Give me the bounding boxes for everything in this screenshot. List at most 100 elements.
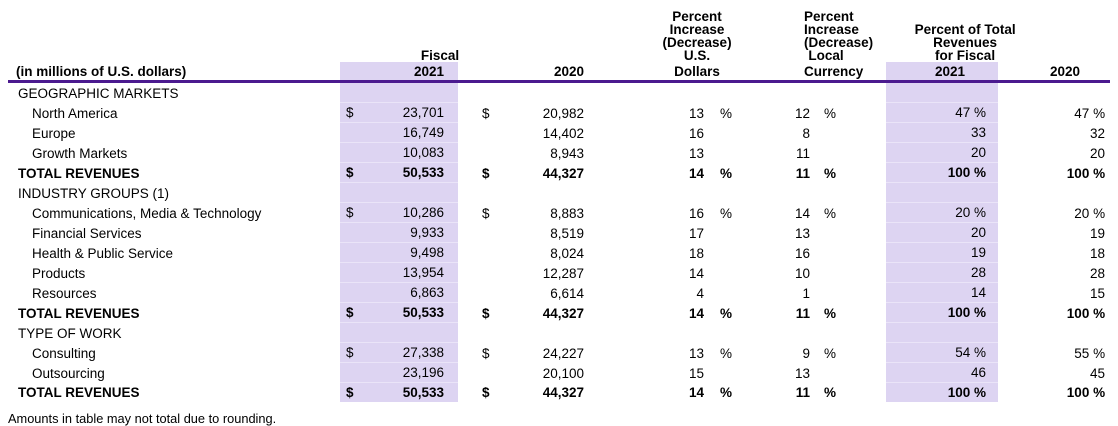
pct-change-local: 11 <box>795 165 811 181</box>
table-row: Europe 16,749 14,402 16 8 33 32 <box>8 122 1110 143</box>
pct-sign-local: % <box>824 305 837 321</box>
row-label: Resources <box>32 285 97 301</box>
pct-total-2020: 18 <box>1090 245 1106 261</box>
pct-sign-local <box>812 123 848 143</box>
units-label: (in millions of U.S. dollars) <box>8 62 340 83</box>
pct-change-local: 10 <box>795 265 811 281</box>
dollar-sign-2020 <box>458 123 492 143</box>
row-gap <box>848 303 886 323</box>
table-row: Consulting $27,338 $24,227 13% 9% 54 % 55 % <box>8 342 1110 363</box>
value-2021: 6,863 <box>358 282 458 303</box>
pct-total-2020: 20 % <box>1074 205 1106 221</box>
pct-sign-usd <box>706 363 742 383</box>
pct-sign-local: % <box>824 165 837 181</box>
value-2021: 27,338 <box>358 342 458 363</box>
pct-sign-local: % <box>824 385 837 400</box>
pct-total-2021: 28 <box>886 262 999 283</box>
revenue-table: Fiscal Percent Increase (Decrease) U.S. Per… <box>8 2 1111 402</box>
row-label: Consulting <box>32 345 96 361</box>
row-label: TOTAL REVENUES <box>18 305 140 321</box>
table-body: GEOGRAPHIC MARKETS North America $23,701 $2… <box>8 81 1110 402</box>
pct-change-local: 11 <box>795 305 811 321</box>
pct-sign-usd <box>706 123 742 143</box>
dollar-sign-2021 <box>340 81 358 103</box>
dollar-sign-2021 <box>340 122 358 143</box>
pct-total-2021: 20 <box>886 142 999 163</box>
pct-sign-local <box>812 143 848 163</box>
dollar-sign-2020: $ <box>482 305 490 321</box>
row-label: Growth Markets <box>32 145 128 161</box>
dollar-sign-2020 <box>458 143 492 163</box>
row-label: TOTAL REVENUES <box>18 165 140 181</box>
pct-change-local: 11 <box>796 145 811 161</box>
pct-sign-usd <box>706 323 742 343</box>
row-label: North America <box>32 105 118 121</box>
pct-change-usd: 13 <box>689 105 705 121</box>
value-2021: 23,196 <box>358 362 458 383</box>
pct-change-usd: 4 <box>696 285 705 301</box>
pct-total-2020: 32 <box>1090 125 1106 141</box>
table-row: Products 13,954 12,287 14 10 28 28 <box>8 262 1110 283</box>
dollar-col-header-spacer-2 <box>458 62 492 83</box>
pct-sign-local <box>812 263 848 283</box>
pct-change-local: 11 <box>795 385 811 400</box>
pct-sign-local <box>812 183 848 203</box>
header-gap-2 <box>848 62 887 83</box>
value-2020: 24,227 <box>542 345 585 361</box>
value-2020: 44,327 <box>542 165 585 181</box>
row-gap <box>848 223 886 243</box>
dollar-sign-2021 <box>340 142 358 163</box>
pct-total-2020: 100 % <box>1066 165 1106 181</box>
section-row: TYPE OF WORK <box>8 322 1110 343</box>
value-2021: 50,533 <box>358 162 458 183</box>
col-header-pct-total-2021: 2021 <box>886 62 999 83</box>
row-label: Products <box>32 265 86 281</box>
row-gap <box>848 343 886 363</box>
pct-total-2020: 100 % <box>1066 305 1106 321</box>
row-gap <box>848 143 886 163</box>
value-2020 <box>492 183 592 203</box>
pct-total-2021: 54 % <box>886 342 999 363</box>
dollar-sign-2021 <box>340 282 358 303</box>
pct-total-2021: 47 % <box>886 102 999 123</box>
value-2021: 13,954 <box>358 262 458 283</box>
dollar-sign-2020 <box>458 263 492 283</box>
row-label: TYPE OF WORK <box>18 325 122 341</box>
pct-sign-local: % <box>824 105 837 121</box>
total-row: TOTAL REVENUES $50,533 $44,327 14% 11% 100 % 1… <box>8 302 1110 323</box>
row-gap <box>848 283 886 303</box>
pct-change-usd: 14 <box>689 165 705 181</box>
header-top-row: Fiscal Percent Increase (Decrease) U.S. Per… <box>8 2 1110 63</box>
row-gap <box>848 323 886 343</box>
dollar-sign-2021: $ <box>340 202 358 223</box>
pct-sign-usd <box>706 263 742 283</box>
pct-sign-usd: % <box>720 385 733 400</box>
pct-change-local: 8 <box>802 125 811 141</box>
pct-sign-local <box>812 323 848 343</box>
row-gap <box>848 123 886 143</box>
table-row: Health & Public Service 9,498 8,024 18 16 19 1… <box>8 242 1110 263</box>
pct-sign-local <box>812 283 848 303</box>
value-2020: 8,024 <box>550 245 585 261</box>
value-2020: 44,327 <box>542 305 585 321</box>
pct-total-2021: 19 <box>886 242 999 263</box>
row-gap <box>848 163 886 183</box>
pct-sign-usd <box>706 183 742 203</box>
dollar-sign-2020 <box>458 283 492 303</box>
pct-sign-local: % <box>824 345 837 361</box>
dollar-sign-2021 <box>340 322 358 343</box>
footnote: Amounts in table may not total due to ro… <box>8 411 277 426</box>
pct-sign-local <box>812 243 848 263</box>
pct-sign-usd: % <box>720 105 733 121</box>
dollar-sign-2021 <box>340 242 358 263</box>
table-row: Resources 6,863 6,614 4 1 14 15 <box>8 282 1110 303</box>
pct-total-2020: 15 <box>1090 285 1106 301</box>
pct-sign-usd <box>706 283 742 303</box>
pct-total-2020: 47 % <box>1074 105 1106 121</box>
value-2020: 44,327 <box>542 385 585 400</box>
pct-change-local: 12 <box>795 105 811 121</box>
pct-sign-usd <box>706 143 742 163</box>
row-gap <box>848 203 886 223</box>
value-2021: 9,933 <box>358 222 458 243</box>
value-2021 <box>358 322 458 343</box>
